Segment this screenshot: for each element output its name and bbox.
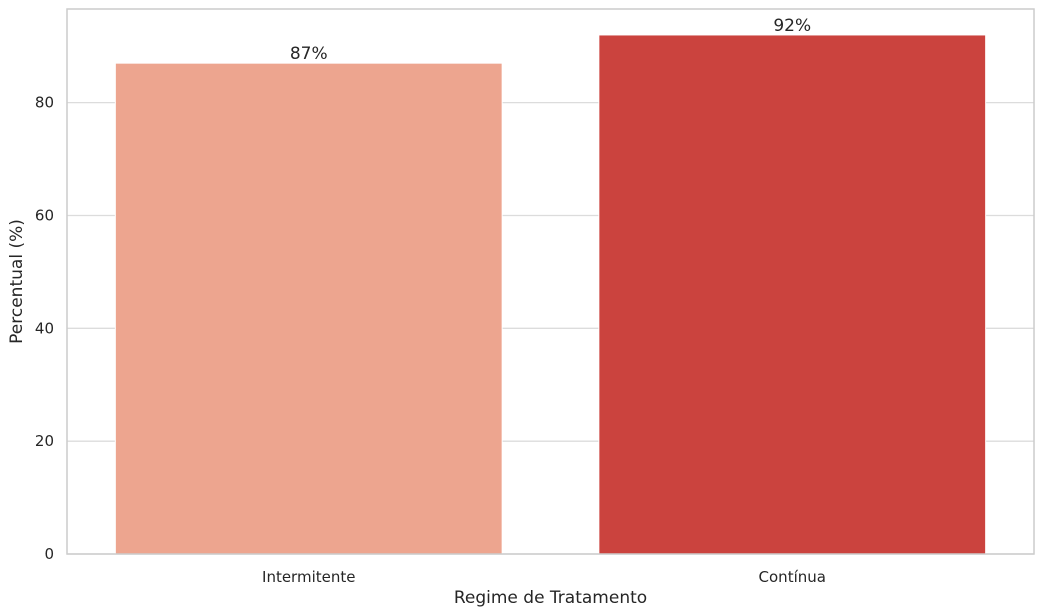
- bar-cont-nua: [598, 34, 987, 555]
- plot-frame: [66, 8, 1035, 555]
- y-tick-label: 0: [44, 545, 54, 563]
- y-tick-label: 40: [35, 319, 54, 337]
- bar-series: [114, 34, 987, 555]
- bar-value-label: 87%: [290, 44, 328, 64]
- x-tick-label: Contínua: [759, 568, 826, 586]
- bar-value-label: 92%: [773, 16, 811, 36]
- y-tick-label: 60: [35, 206, 54, 224]
- bar-intermitente: [114, 62, 503, 555]
- x-tick-label: Intermitente: [262, 568, 355, 586]
- y-tick-label: 80: [35, 94, 54, 112]
- y-axis-label: Percentual (%): [7, 219, 27, 344]
- x-axis-ticks: Intermitente Contínua: [262, 568, 826, 586]
- bar-value-labels: 87% 92%: [290, 16, 811, 64]
- x-axis-label: Regime de Tratamento: [454, 588, 647, 608]
- y-axis-ticks: 0 20 40 60 80: [35, 94, 54, 563]
- y-tick-label: 20: [35, 432, 54, 450]
